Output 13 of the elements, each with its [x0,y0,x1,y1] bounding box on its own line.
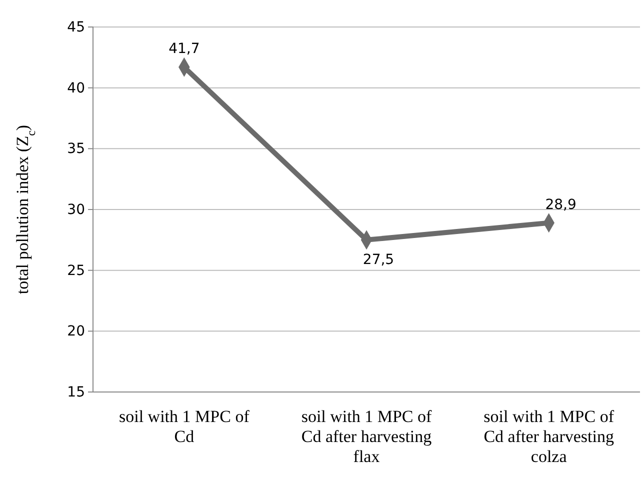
y-tick-label: 35 [67,141,85,158]
y-tick-label: 40 [67,80,85,96]
y-tick-label: 25 [67,262,85,279]
x-tick-label: soil with 1 MPC of Cd [118,407,250,446]
y-tick-label: 45 [67,19,85,36]
y-tick-label: 30 [67,202,85,218]
x-tick-label: soil with 1 MPC of Cd after harvesting colza [484,407,614,466]
data-label: 27,5 [362,252,394,268]
y-tick-label: 20 [67,324,85,340]
x-tick-label: soil with 1 MPC of Cd after harvesting flax [301,407,432,466]
data-label: 28,9 [545,196,576,213]
y-tick-label: 15 [67,384,85,400]
data-label: 41,7 [168,41,200,58]
